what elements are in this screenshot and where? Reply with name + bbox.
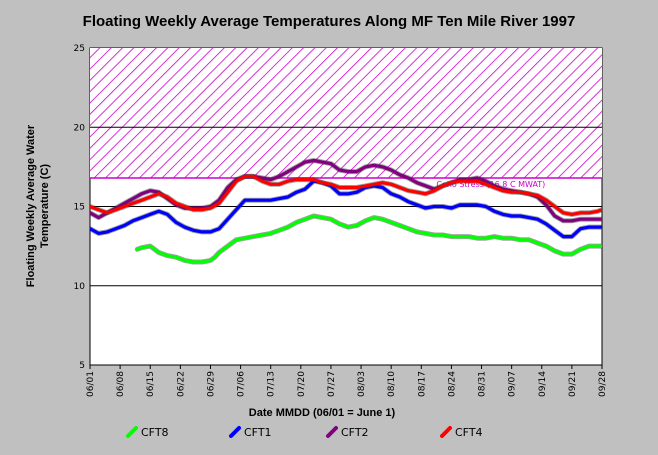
coho-stress-band [90,48,602,178]
series-line-cft1 [90,179,602,239]
series-line-cft4 [90,174,602,216]
legend-swatch-cft4 [440,426,452,438]
x-tick-label: 09/07 [508,371,518,397]
y-tick-label: 5 [79,361,85,371]
x-tick-label: 08/10 [387,371,397,397]
series-line-cft8 [135,214,602,264]
legend: CFT8 CFT1 CFT2 CFT4 [126,426,483,439]
legend-label-cft2: CFT2 [341,426,369,439]
x-tick-label: 07/27 [327,371,337,397]
legend-swatch-cft1 [229,426,241,438]
y-axis-label-line-1: Floating Weekly Average Water [25,124,37,287]
y-tick-label: 10 [74,282,86,292]
x-tick-label: 06/15 [146,371,156,397]
legend-label-cft4: CFT4 [455,426,483,439]
legend-swatch-cft8 [126,426,138,438]
x-tick-label: 07/13 [267,371,277,397]
x-tick-label: 06/22 [176,371,186,397]
x-tick-label: 06/08 [116,371,126,397]
x-tick-label: 09/14 [538,371,548,397]
x-tick-label: 09/28 [598,371,608,397]
gridlines [90,126,602,287]
y-axis-ticks: 5 10 15 20 25 [74,44,86,371]
x-tick-label: 08/17 [417,371,427,397]
chart-title: Floating Weekly Average Temperatures Alo… [83,13,576,30]
x-tick-label: 07/06 [237,371,247,397]
x-tick-label: 08/03 [357,371,367,397]
legend-swatch-cft2 [326,426,338,438]
x-tick-label: 06/29 [206,371,216,397]
legend-label-cft8: CFT8 [141,426,169,439]
x-tick-label: 06/01 [86,371,96,397]
x-tick-label: 08/31 [478,371,488,397]
y-tick-label: 15 [74,203,85,213]
y-axis-label-line-2: Temperature (C) [39,164,51,248]
x-axis-ticks: 06/01 06/08 06/15 06/22 06/29 07/06 07/13 07/20… [86,365,608,397]
x-axis-label: Date MMDD (06/01 = June 1) [249,407,396,419]
legend-label-cft1: CFT1 [244,426,272,439]
series-lines [90,158,602,265]
y-tick-label: 25 [74,44,85,54]
x-tick-label: 09/21 [568,371,578,397]
x-tick-label: 08/24 [447,371,457,397]
x-tick-label: 07/20 [297,371,307,397]
y-tick-label: 20 [74,123,86,133]
